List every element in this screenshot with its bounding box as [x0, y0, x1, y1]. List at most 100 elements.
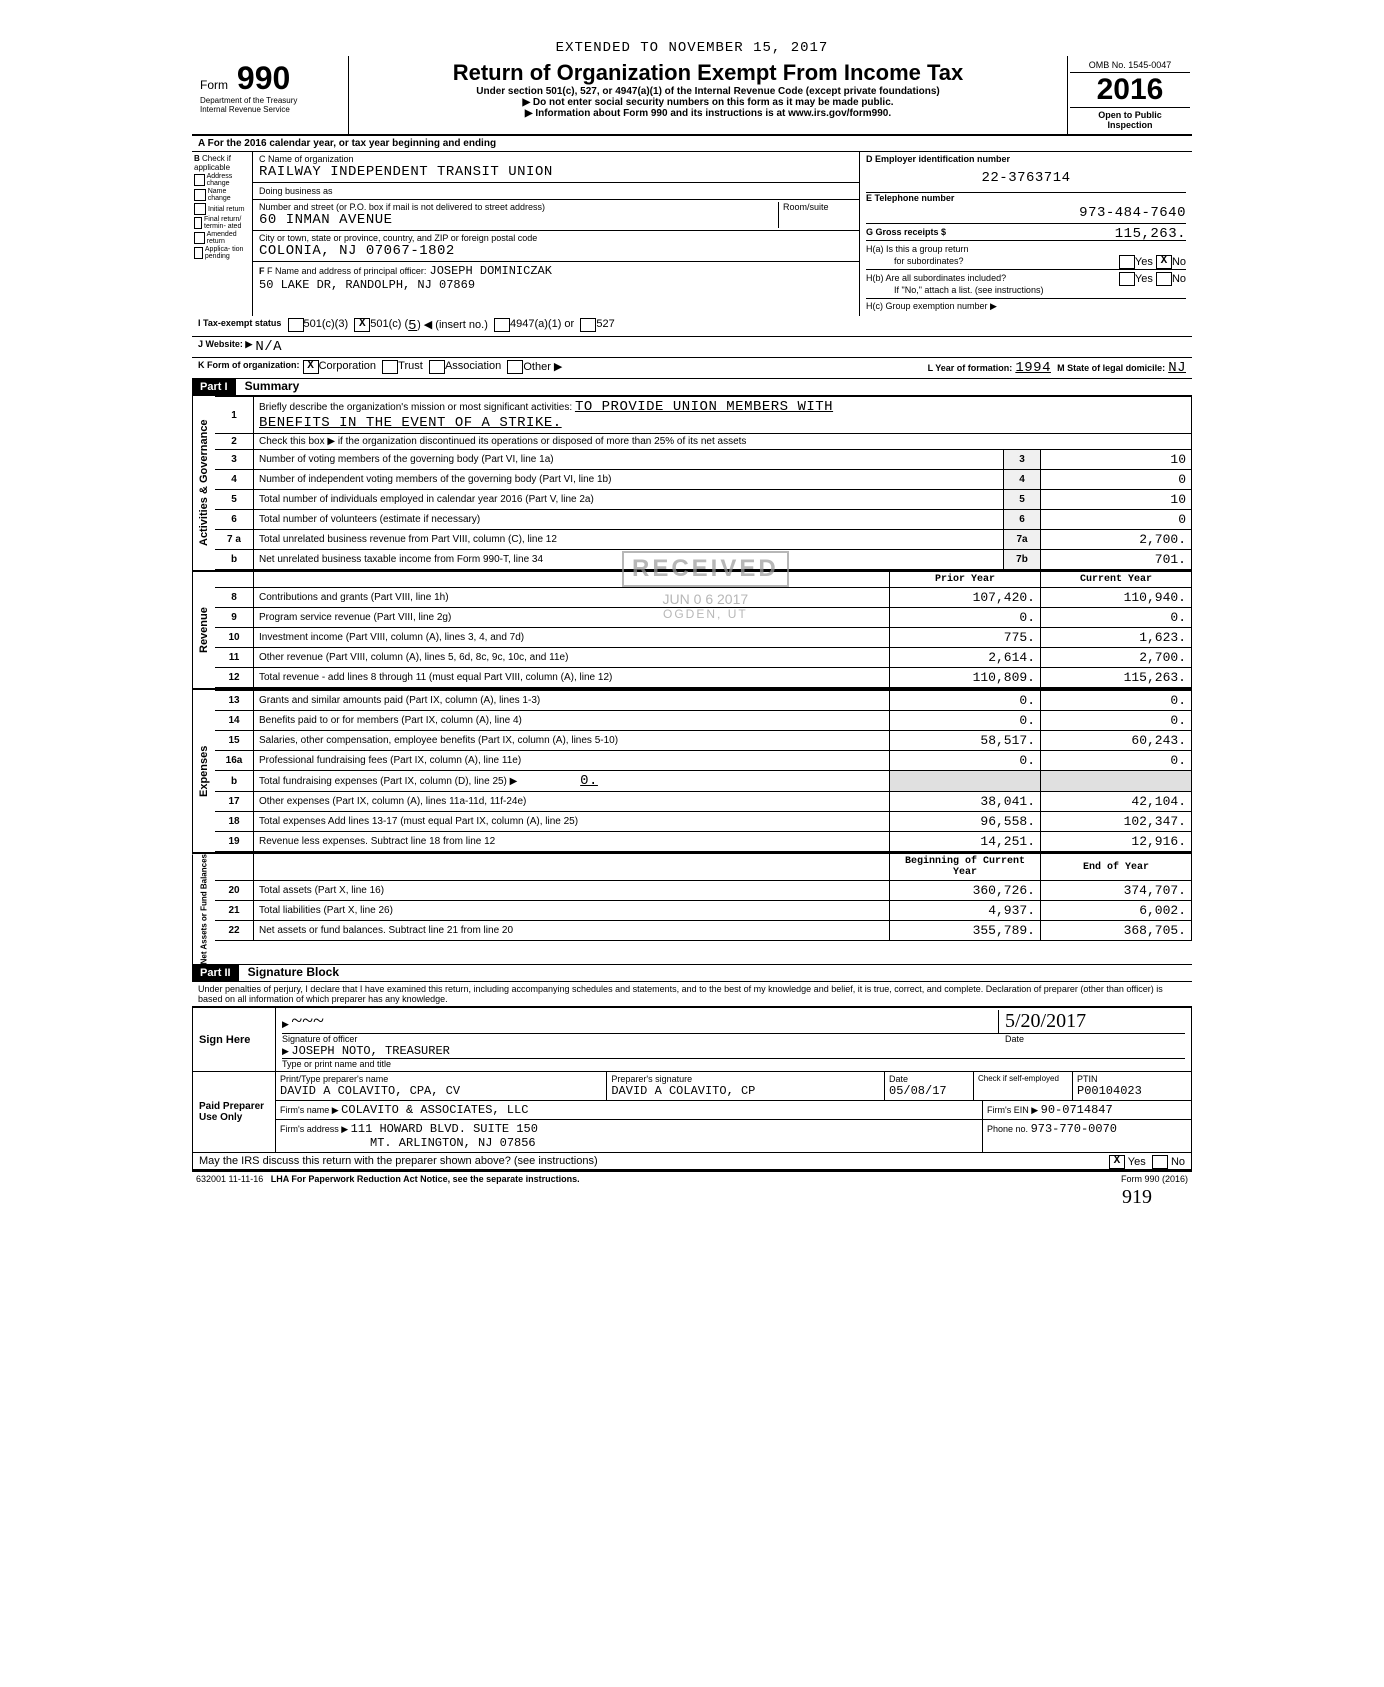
lbl-yes: Yes: [1135, 256, 1153, 268]
dept-irs: Internal Revenue Service: [200, 106, 340, 115]
lbl-name-change: Name change: [208, 188, 250, 202]
line-10-num: 10: [215, 628, 254, 648]
prep-name: DAVID A COLAVITO, CPA, CV: [280, 1084, 602, 1098]
line-13-desc: Grants and similar amounts paid (Part IX…: [254, 691, 890, 711]
line-15-num: 15: [215, 731, 254, 751]
firm-ein-label: Firm's EIN ▶: [987, 1105, 1038, 1115]
line-19-cur: 12,916.: [1041, 832, 1192, 852]
line-21-cur: 6,002.: [1041, 901, 1192, 921]
expenses-table: 13 Grants and similar amounts paid (Part…: [215, 690, 1192, 852]
part-2-header: Part II Signature Block: [192, 965, 1192, 982]
chk-discuss-yes[interactable]: X: [1109, 1155, 1125, 1169]
line-16a-desc: Professional fundraising fees (Part IX, …: [254, 751, 890, 771]
line-13-prior: 0.: [890, 691, 1041, 711]
chk-amended[interactable]: [194, 232, 205, 244]
firm-addr-label: Firm's address ▶: [280, 1124, 348, 1134]
chk-4947[interactable]: [494, 318, 510, 332]
state-label: M State of legal domicile:: [1057, 363, 1165, 373]
chk-name[interactable]: [194, 189, 206, 201]
chk-assoc[interactable]: [429, 360, 445, 374]
line-6-ref: 6: [1004, 510, 1041, 530]
line-14-prior: 0.: [890, 711, 1041, 731]
phone-label: E Telephone number: [866, 193, 1186, 203]
tax-year: 2016: [1070, 73, 1190, 108]
line-1-val2: BENEFITS IN THE EVENT OF A STRIKE.: [259, 415, 562, 431]
chk-527[interactable]: [580, 318, 596, 332]
vert-revenue: Revenue: [192, 572, 215, 688]
insert-no: ) ◀ (insert no.): [417, 318, 488, 334]
opt-501c: 501(c) (: [370, 318, 408, 334]
prep-sig-label: Preparer's signature: [611, 1074, 880, 1084]
lbl-no: No: [1172, 256, 1186, 268]
line-1-desc: Briefly describe the organization's miss…: [259, 402, 572, 413]
hdr-current: Current Year: [1041, 572, 1192, 588]
line-5-num: 5: [215, 490, 254, 510]
lbl-initial: Initial return: [208, 206, 245, 213]
net-assets-table: Beginning of Current Year End of Year 20…: [215, 854, 1192, 941]
chk-discuss-no[interactable]: [1152, 1155, 1168, 1169]
opt-assoc: Association: [445, 360, 501, 376]
line-1-val: TO PROVIDE UNION MEMBERS WITH: [575, 399, 833, 415]
chk-501c[interactable]: X: [354, 318, 370, 332]
perjury-statement: Under penalties of perjury, I declare th…: [192, 982, 1192, 1007]
line-11-prior: 2,614.: [890, 648, 1041, 668]
line-11-cur: 2,700.: [1041, 648, 1192, 668]
line-20-prior: 360,726.: [890, 881, 1041, 901]
line-6-num: 6: [215, 510, 254, 530]
chk-hb-no[interactable]: [1156, 272, 1172, 286]
gross-label: G Gross receipts $: [866, 227, 946, 237]
line-15-prior: 58,517.: [890, 731, 1041, 751]
chk-corp[interactable]: X: [303, 360, 319, 374]
line-7a-desc: Total unrelated business revenue from Pa…: [254, 530, 1004, 550]
dba-label: Doing business as: [259, 186, 333, 196]
chk-address[interactable]: [194, 174, 205, 186]
line-20-desc: Total assets (Part X, line 16): [254, 881, 890, 901]
line-22-prior: 355,789.: [890, 921, 1041, 941]
line-20-num: 20: [215, 881, 254, 901]
form-org-label: K Form of organization:: [198, 360, 300, 376]
revenue-table: Prior Year Current Year 8 Contributions …: [215, 572, 1192, 688]
line-17-num: 17: [215, 792, 254, 812]
form-num: 990: [237, 60, 290, 96]
line-22-cur: 368,705.: [1041, 921, 1192, 941]
opt-corp: Corporation: [319, 360, 376, 376]
gross-receipts: 115,263.: [1115, 226, 1186, 242]
col-b: B Check if applicable Address change Nam…: [192, 152, 253, 316]
line-8-prior: 107,420.: [890, 588, 1041, 608]
line-18-num: 18: [215, 812, 254, 832]
chk-initial[interactable]: [194, 203, 206, 215]
line-16b-num: b: [215, 771, 254, 792]
instr-2: ▶ Information about Form 990 and its ins…: [357, 108, 1059, 119]
chk-other[interactable]: [507, 360, 523, 374]
line-17-prior: 38,041.: [890, 792, 1041, 812]
chk-application[interactable]: [194, 247, 203, 259]
officer-print-name: JOSEPH NOTO, TREASURER: [291, 1044, 449, 1058]
col-b-header: B: [194, 154, 200, 163]
line-3-val: 10: [1041, 450, 1192, 470]
line-20-cur: 374,707.: [1041, 881, 1192, 901]
line-3-num: 3: [215, 450, 254, 470]
lbl-no-2: No: [1172, 273, 1186, 285]
opt-4947: 4947(a)(1) or: [510, 318, 574, 334]
line-4-desc: Number of independent voting members of …: [254, 470, 1004, 490]
room-label: Room/suite: [779, 202, 853, 228]
line-15-desc: Salaries, other compensation, employee b…: [254, 731, 890, 751]
line-3-ref: 3: [1004, 450, 1041, 470]
chk-hb-yes[interactable]: [1119, 272, 1135, 286]
hdr-boy: Beginning of Current Year: [890, 854, 1041, 881]
chk-final[interactable]: [194, 217, 202, 229]
line-5-ref: 5: [1004, 490, 1041, 510]
sig-label: Signature of officer: [282, 1034, 357, 1044]
lbl-yes-2: Yes: [1135, 273, 1153, 285]
subtitle: Under section 501(c), 527, or 4947(a)(1)…: [357, 86, 1059, 97]
chk-ha-yes[interactable]: [1119, 255, 1135, 269]
line-17-cur: 42,104.: [1041, 792, 1192, 812]
footer: 632001 11-11-16 LHA For Paperwork Reduct…: [192, 1172, 1192, 1186]
chk-ha-no[interactable]: X: [1156, 255, 1172, 269]
chk-trust[interactable]: [382, 360, 398, 374]
chk-501c3[interactable]: [288, 318, 304, 332]
footer-lha: LHA For Paperwork Reduction Act Notice, …: [271, 1174, 580, 1184]
org-name-label: C Name of organization: [259, 154, 853, 164]
line-14-cur: 0.: [1041, 711, 1192, 731]
line-16b-val: 0.: [580, 773, 598, 789]
